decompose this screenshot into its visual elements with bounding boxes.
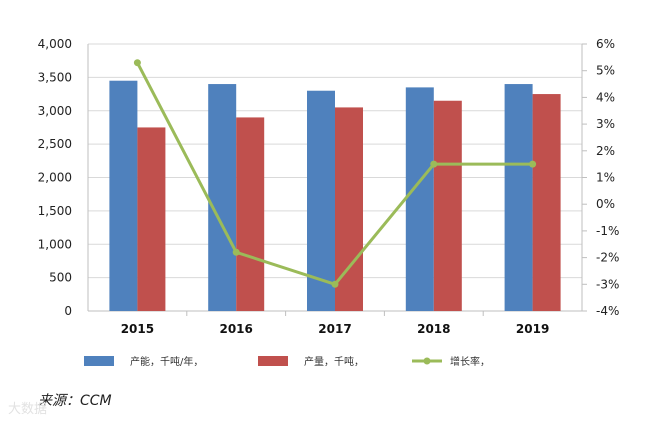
left-tick-label: 3,500 (38, 70, 72, 84)
x-tick-label: 2018 (417, 322, 450, 336)
right-tick-label: 6% (596, 37, 615, 51)
growth-point-2017 (331, 280, 339, 288)
left-tick-label: 2,000 (38, 171, 72, 185)
bar-2016-s0 (208, 84, 237, 311)
left-tick-label: 3,000 (38, 104, 72, 118)
x-tick-label: 2015 (121, 322, 154, 336)
legend-marker-2 (423, 357, 431, 365)
bar-2019-s1 (532, 94, 561, 311)
legend-swatch-0 (84, 356, 114, 366)
legend-swatch-1 (258, 356, 288, 366)
right-tick-label: -2% (596, 251, 619, 265)
bar-2015-s1 (137, 127, 166, 311)
source-label: 来源：CCM (38, 393, 112, 409)
growth-point-2016 (232, 248, 240, 256)
right-tick-label: 0% (596, 197, 615, 211)
right-tick-label: -3% (596, 277, 619, 291)
growth-point-2018 (430, 160, 438, 168)
left-tick-label: 1,000 (38, 237, 72, 251)
bar-2018-s1 (433, 100, 462, 311)
x-tick-label: 2019 (516, 322, 549, 336)
left-tick-label: 4,000 (38, 37, 72, 51)
bar-2015-s0 (109, 80, 138, 312)
x-tick-label: 2017 (318, 322, 351, 336)
legend-label-2: 增长率， (450, 355, 490, 368)
right-tick-label: -1% (596, 224, 619, 238)
right-tick-label: 2% (596, 144, 615, 158)
right-tick-label: 5% (596, 64, 615, 78)
left-tick-label: 500 (49, 271, 72, 285)
left-tick-label: 2,500 (38, 137, 72, 151)
growth-point-2019 (529, 160, 537, 168)
watermark: 大数据 (8, 402, 48, 417)
growth-point-2015 (133, 59, 141, 67)
bar-2018-s0 (405, 87, 434, 311)
right-tick-label: -4% (596, 304, 619, 318)
bar-2017-s0 (307, 90, 335, 311)
bar-2019-s0 (504, 84, 533, 311)
bar-2016-s1 (236, 117, 265, 311)
left-tick-label: 0 (64, 304, 72, 318)
x-tick-label: 2016 (219, 322, 252, 336)
left-tick-label: 1,500 (38, 204, 72, 218)
chart: 0 500 1,000 1,500 2,000 2,500 3,000 3,500 4,000 -… (38, 37, 620, 368)
right-tick-label: 4% (596, 90, 615, 104)
right-tick-label: 1% (596, 171, 615, 185)
right-tick-label: 3% (596, 117, 615, 131)
legend-label-1: 产量，千吨， (304, 355, 364, 368)
legend-label-0: 产能，千吨/年， (130, 355, 203, 368)
